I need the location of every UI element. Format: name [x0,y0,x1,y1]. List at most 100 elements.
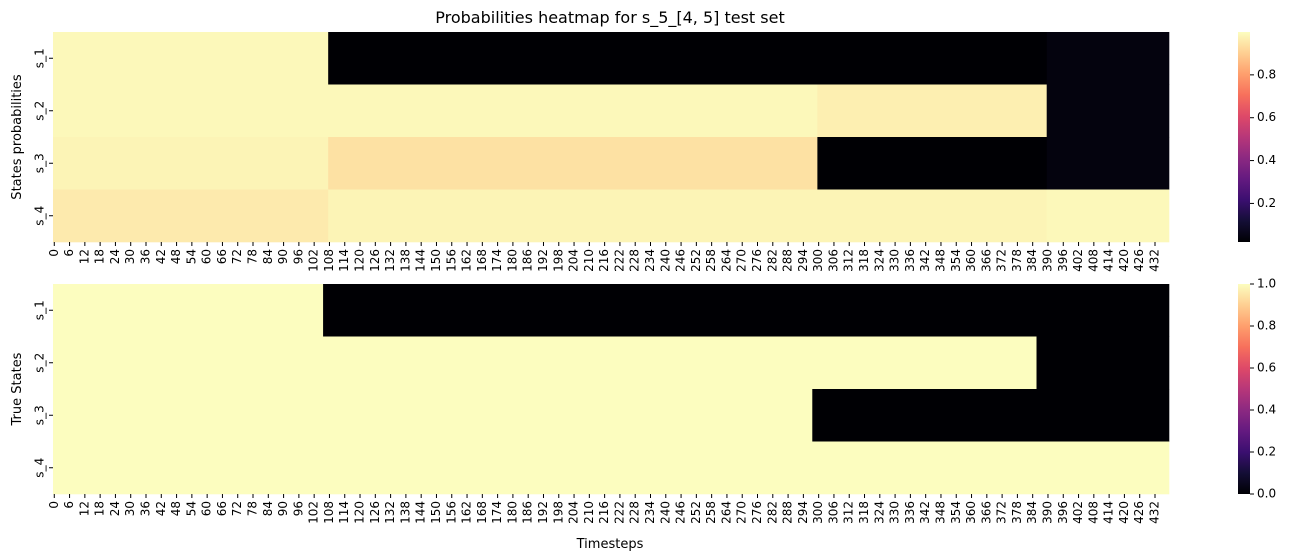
x-tick-label: 84 [261,501,275,516]
heatmap-cell [53,441,1170,495]
x-tick-label: 102 [307,249,321,272]
x-tick-label: 300 [811,501,825,524]
y-tick-label: s_4 [33,458,47,478]
chart-title: Probabilities heatmap for s_5_[4, 5] tes… [435,8,784,28]
x-tick-label: 222 [612,501,626,524]
x-tick-label: 306 [826,501,840,524]
x-tick-label: 6 [62,249,76,257]
bottom-colorbar: 0.0 0.2 0.4 0.6 0.8 1.0 [1238,277,1276,501]
top-heatmap: s_1 s_2 s_3 s_4 0 6 12 18 24 30 36 42 48 54 60 66 72 78 84… [33,32,1170,272]
x-tick-label: 60 [200,501,214,516]
x-tick-label: 372 [995,501,1009,524]
x-tick-label: 150 [429,501,443,524]
heatmap-cell [1046,84,1170,138]
x-tick-label: 204 [567,501,581,524]
x-tick-label: 294 [796,249,810,272]
heatmap-cell [812,389,1170,442]
x-tick-label: 264 [719,501,733,524]
x-tick-label: 420 [1117,501,1131,524]
x-tick-label: 66 [215,249,229,264]
colorbar-tick-label: 1.0 [1257,277,1276,291]
x-tick-label: 288 [781,249,795,272]
x-tick-label: 18 [93,501,107,516]
x-tick-label: 402 [1071,501,1085,524]
x-tick-label: 276 [750,249,764,272]
x-tick-label: 402 [1071,249,1085,272]
heatmap-cell [53,336,1037,390]
colorbar-tick-label: 0.0 [1257,487,1276,501]
x-tick-label: 264 [719,249,733,272]
x-tick-label: 228 [628,249,642,272]
x-tick-label: 54 [184,501,198,516]
heatmap-cell [328,84,818,138]
x-tick-label: 324 [872,501,886,524]
x-tick-label: 210 [582,249,596,272]
x-tick-label: 114 [337,249,351,272]
x-tick-label: 168 [475,501,489,524]
heatmap-cell [1046,137,1170,190]
heatmap-cell [53,32,329,85]
x-tick-label: 138 [398,249,412,272]
x-tick-label: 126 [368,501,382,524]
x-tick-label: 300 [811,249,825,272]
x-tick-label: 234 [643,501,657,524]
x-tick-label: 192 [536,249,550,272]
x-tick-label: 336 [903,249,917,272]
x-tick-label: 348 [933,501,947,524]
x-tick-label: 156 [444,501,458,524]
x-tick-label: 72 [230,501,244,516]
x-tick-label: 204 [567,249,581,272]
x-tick-label: 180 [505,501,519,524]
y-tick-label: s_2 [33,353,47,373]
y-tick-label: s_3 [33,153,47,173]
heatmap-cell [328,189,1047,243]
x-tick-label: 384 [1025,501,1039,524]
heatmap-cell [817,84,1047,138]
x-tick-label: 144 [414,501,428,524]
heatmap-cell [53,84,329,138]
x-tick-label: 120 [353,501,367,524]
x-tick-label: 318 [857,501,871,524]
colorbar-gradient [1238,32,1250,242]
x-tick-label: 270 [735,249,749,272]
colorbar-tick-label: 0.8 [1257,67,1276,81]
x-tick-label: 30 [123,501,137,516]
x-tick-label: 246 [674,249,688,272]
x-tick-label: 168 [475,249,489,272]
x-tick-label: 408 [1086,501,1100,524]
x-tick-label: 174 [490,249,504,272]
x-tick-label: 318 [857,249,871,272]
x-tick-label: 180 [505,249,519,272]
x-tick-label: 144 [414,249,428,272]
x-tick-label: 282 [765,249,779,272]
x-tick-label: 18 [93,249,107,264]
x-tick-label: 42 [154,501,168,516]
x-tick-label: 414 [1102,249,1116,272]
x-tick-label: 120 [353,249,367,272]
x-tick-label: 30 [123,249,137,264]
x-tick-label: 366 [979,501,993,524]
x-tick-label: 252 [689,249,703,272]
x-tick-label: 252 [689,501,703,524]
bottom-y-axis-label: True States [10,352,25,426]
x-tick-label: 90 [276,501,290,516]
colorbar-tick-label: 0.4 [1257,403,1276,417]
x-tick-label: 66 [215,501,229,516]
x-tick-label: 126 [368,249,382,272]
x-tick-label: 108 [322,249,336,272]
x-tick-label: 240 [658,501,672,524]
x-tick-label: 426 [1132,501,1146,524]
x-tick-label: 336 [903,501,917,524]
x-tick-label: 414 [1102,501,1116,524]
x-tick-label: 198 [551,501,565,524]
x-tick-label: 312 [842,249,856,272]
x-tick-label: 408 [1086,249,1100,272]
x-tick-label: 96 [291,501,305,516]
y-tick-label: s_4 [33,206,47,226]
x-tick-label: 6 [62,501,76,509]
x-tick-label: 12 [77,501,91,516]
x-tick-label: 378 [1010,249,1024,272]
top-colorbar: 0.2 0.4 0.6 0.8 [1238,32,1276,242]
x-tick-label: 360 [964,501,978,524]
x-tick-label: 24 [108,501,122,516]
